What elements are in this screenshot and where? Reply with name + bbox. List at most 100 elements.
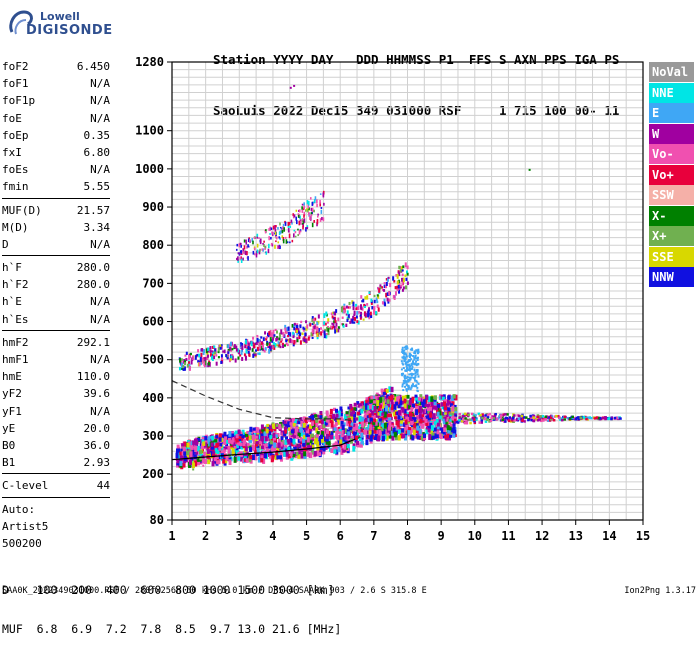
data-point: [241, 429, 245, 435]
data-point: [296, 220, 298, 225]
data-point: [182, 446, 186, 453]
data-point: [270, 236, 272, 240]
data-point: [303, 451, 307, 457]
data-point: [249, 455, 253, 460]
data-point: [312, 318, 315, 324]
data-point: [282, 239, 285, 244]
data-point: [238, 436, 242, 440]
data-point: [478, 421, 481, 424]
data-point: [246, 442, 250, 447]
data-point: [430, 435, 434, 441]
data-point: [377, 307, 380, 312]
data-point: [413, 352, 416, 355]
data-point: [410, 384, 413, 387]
data-point: [506, 418, 510, 421]
data-point: [428, 434, 432, 440]
data-point: [243, 245, 246, 250]
data-point: [549, 416, 553, 420]
y-tick-label: 300: [142, 429, 164, 443]
data-point: [194, 355, 197, 360]
data-point: [300, 428, 304, 433]
data-point: [300, 444, 304, 449]
data-point: [579, 416, 583, 420]
parameter-row: M(D) 3.34: [2, 219, 110, 236]
data-point: [404, 394, 408, 399]
data-point: [280, 424, 284, 428]
data-point: [405, 416, 409, 422]
data-point: [335, 413, 339, 418]
data-point: [322, 449, 326, 455]
data-point: [415, 384, 418, 387]
data-point: [179, 455, 183, 462]
data-point: [376, 294, 379, 297]
data-point: [376, 430, 380, 435]
data-point: [249, 447, 253, 453]
data-point: [253, 351, 256, 354]
data-point: [241, 435, 245, 441]
data-point: [283, 344, 286, 347]
data-point: [433, 421, 437, 425]
data-point: [271, 443, 275, 448]
data-point: [368, 403, 372, 409]
data-point: [315, 327, 318, 332]
data-point: [532, 419, 535, 423]
data-point: [301, 332, 304, 336]
data-point: [194, 447, 198, 453]
data-point: [405, 400, 409, 406]
data-point: [324, 446, 328, 450]
data-point: [254, 353, 257, 357]
data-point: [318, 436, 322, 442]
data-point: [239, 431, 243, 435]
data-point: [449, 429, 453, 435]
data-point: [403, 435, 407, 441]
data-point: [444, 412, 447, 415]
data-point: [334, 329, 337, 334]
data-point: [405, 270, 408, 274]
chart-axes: 1 2 3 4 5 6 7 8 9 10 11 12 13 14 158020030040050060070…: [135, 55, 650, 543]
data-point: [265, 336, 268, 339]
data-point: [421, 396, 425, 402]
parameter-note: Auto:: [2, 502, 36, 516]
data-point: [430, 425, 434, 431]
data-point: [559, 418, 562, 421]
data-point: [205, 357, 208, 361]
data-point: [215, 435, 219, 439]
data-point: [222, 448, 226, 452]
data-point: [196, 461, 200, 466]
data-point: [410, 362, 413, 365]
data-point: [372, 418, 376, 423]
data-point: [438, 410, 442, 416]
data-point: [385, 292, 388, 298]
data-point: [296, 339, 299, 343]
data-point: [244, 355, 247, 361]
data-point: [327, 318, 330, 322]
parameter-name: foF1p: [2, 94, 36, 108]
data-point: [536, 419, 540, 422]
data-point: [357, 403, 361, 408]
data-point: [226, 357, 229, 360]
data-point: [289, 241, 291, 244]
data-point: [376, 304, 379, 308]
data-point: [408, 365, 411, 368]
data-point: [308, 211, 310, 216]
data-point: [289, 423, 293, 430]
data-point: [188, 355, 191, 360]
data-point: [358, 410, 362, 416]
data-point: [388, 413, 392, 417]
data-point: [188, 460, 192, 466]
data-point: [298, 334, 301, 340]
data-point: [299, 220, 302, 225]
data-point: [222, 350, 225, 353]
data-point: [589, 416, 593, 420]
data-point: [278, 337, 281, 341]
data-point: [406, 347, 409, 350]
data-point: [319, 193, 322, 195]
data-point: [287, 421, 291, 428]
data-point: [184, 354, 187, 357]
data-point: [410, 372, 413, 375]
data-point: [350, 318, 353, 323]
parameter-value: N/A: [90, 404, 110, 418]
data-point: [191, 355, 194, 358]
data-point: [294, 431, 298, 437]
data-point: [563, 415, 567, 419]
